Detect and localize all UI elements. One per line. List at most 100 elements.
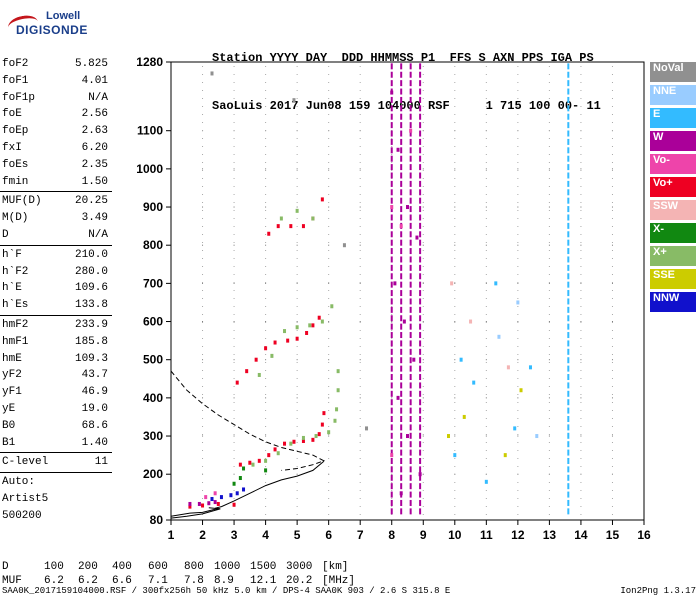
grid-dot	[359, 474, 361, 475]
grid-dot	[517, 122, 519, 123]
grid-dot	[485, 106, 487, 107]
echo-streak	[400, 113, 403, 120]
legend-item: W	[650, 131, 696, 151]
echo-point	[216, 501, 220, 506]
echo-point	[336, 388, 340, 393]
grid-dot	[485, 162, 487, 163]
muf-frequency-value: 6.2	[44, 575, 64, 587]
grid-dot	[233, 130, 235, 131]
grid-dot	[265, 282, 267, 283]
grid-dot	[517, 514, 519, 515]
grid-dot	[454, 282, 456, 284]
grid-dot	[485, 206, 487, 208]
grid-dot	[328, 410, 330, 411]
echo-point	[248, 460, 252, 465]
echo-streak	[400, 130, 403, 137]
echo-streak	[419, 483, 422, 490]
echo-point	[506, 365, 510, 370]
grid-dot	[485, 330, 487, 331]
grid-dot	[202, 362, 204, 363]
grid-dot	[580, 242, 582, 243]
grid-dot	[233, 74, 235, 75]
grid-dot	[485, 306, 487, 307]
echo-streak	[419, 155, 422, 162]
echo-point	[264, 468, 268, 473]
grid-dot	[580, 306, 582, 307]
grid-dot	[580, 442, 582, 443]
echo-streak	[400, 407, 403, 414]
grid-dot	[548, 362, 550, 363]
echo-streak	[409, 122, 412, 129]
grid-dot	[548, 66, 550, 67]
grid-dot	[265, 244, 267, 246]
grid-dot	[422, 354, 424, 355]
echo-streak	[400, 357, 403, 364]
echo-point	[333, 418, 337, 423]
param-value: N/A	[88, 91, 108, 104]
echo-streak	[409, 214, 412, 221]
grid-dot	[611, 370, 613, 371]
grid-dot	[391, 170, 393, 171]
grid-dot	[454, 282, 456, 283]
grid-dot	[328, 258, 330, 259]
echo-streak	[390, 96, 393, 103]
grid-dot	[611, 242, 613, 243]
echo-streak	[390, 248, 393, 255]
grid-dot	[202, 330, 204, 331]
grid-dot	[422, 359, 424, 361]
grid-dot	[611, 330, 613, 331]
grid-dot	[422, 74, 424, 75]
grid-dot	[296, 234, 298, 235]
echo-streak	[567, 298, 570, 305]
grid-dot	[485, 244, 487, 246]
grid-dot	[422, 402, 424, 403]
grid-dot	[485, 290, 487, 291]
grid-dot	[359, 186, 361, 187]
grid-dot	[611, 450, 613, 451]
grid-dot	[611, 498, 613, 499]
param-value: 185.8	[74, 335, 108, 348]
grid-dot	[202, 234, 204, 235]
echo-streak	[409, 239, 412, 246]
grid-dot	[296, 498, 298, 499]
param-label: B1	[2, 436, 16, 449]
grid-dot	[611, 266, 613, 267]
y-tick-label: 200	[143, 467, 163, 481]
grid-dot	[580, 258, 582, 259]
x-tick-label: 8	[388, 528, 395, 542]
grid-dot	[265, 322, 267, 323]
grid-dot	[359, 244, 361, 246]
grid-dot	[517, 426, 519, 427]
param-row: foE 2.56	[0, 106, 112, 123]
profile-curve	[170, 507, 221, 519]
echo-point	[311, 437, 315, 442]
grid-dot	[233, 442, 235, 443]
param-row: fmin 1.50	[0, 174, 112, 191]
echo-streak	[419, 113, 422, 120]
grid-dot	[233, 162, 235, 163]
echo-streak	[419, 407, 422, 414]
grid-dot	[328, 498, 330, 499]
echo-streak	[567, 206, 570, 213]
grid-dot	[548, 410, 550, 411]
echo-streak	[419, 189, 422, 196]
param-value: 19.0	[81, 402, 108, 415]
grid-dot	[233, 258, 235, 259]
echo-point	[535, 434, 539, 439]
echo-point	[238, 462, 242, 467]
grid-dot	[422, 474, 424, 475]
echo-streak	[390, 508, 393, 515]
grid-dot	[202, 498, 204, 499]
grid-dot	[359, 206, 361, 208]
grid-dot	[233, 242, 235, 243]
grid-dot	[328, 122, 330, 123]
echo-point	[320, 197, 324, 202]
echo-streak	[567, 399, 570, 406]
echo-streak	[409, 491, 412, 498]
grid-dot	[611, 418, 613, 419]
param-value: 6.20	[81, 141, 108, 154]
grid-dot	[485, 394, 487, 395]
grid-dot	[328, 162, 330, 163]
muf-distance-value: 100	[44, 561, 64, 573]
param-label: foF2	[2, 58, 29, 70]
